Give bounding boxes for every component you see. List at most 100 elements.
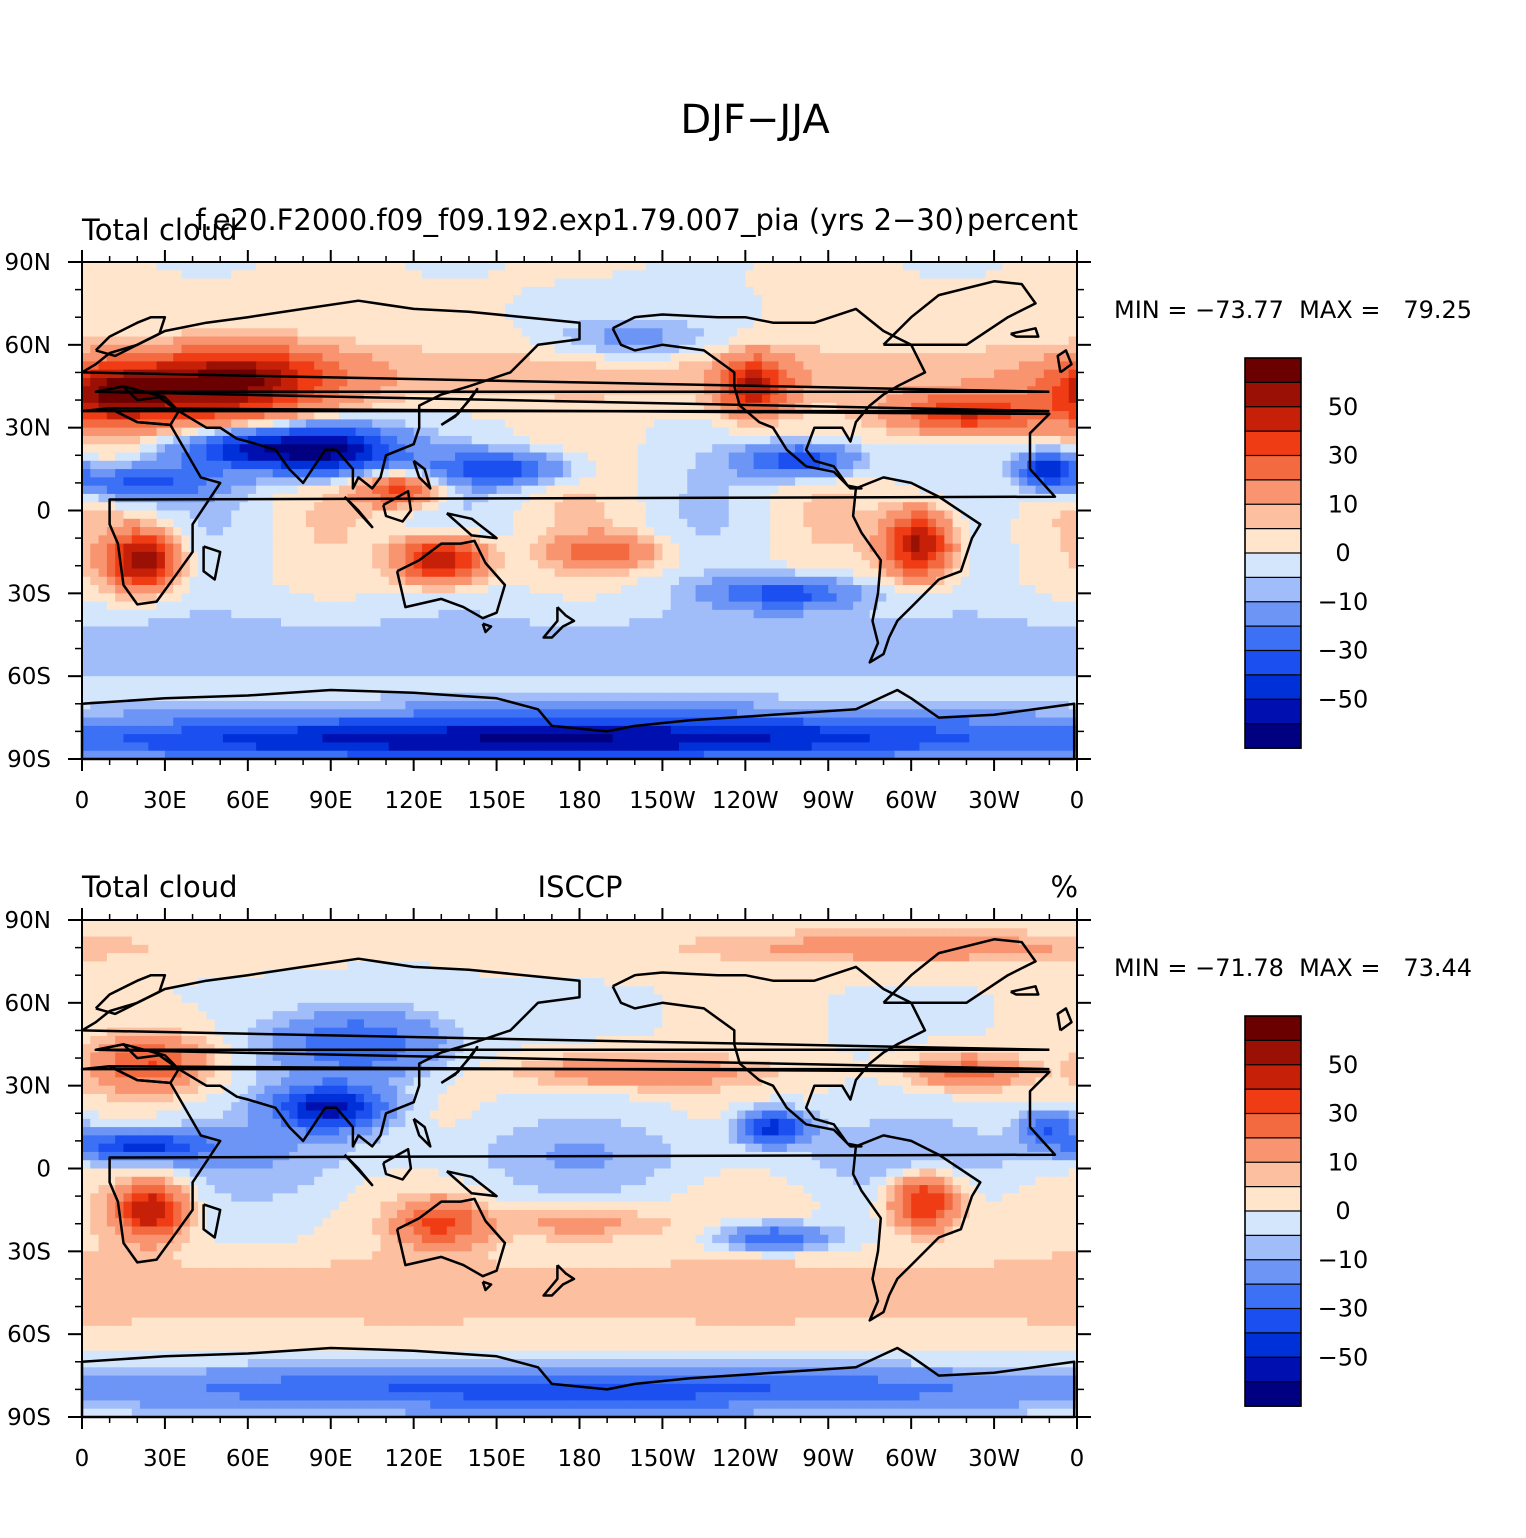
contour-cell (480, 485, 489, 495)
contour-cell (902, 295, 912, 305)
contour-cell (645, 601, 655, 611)
contour-cell (463, 311, 473, 321)
contour-cell (82, 411, 91, 420)
contour-cell (322, 535, 332, 545)
contour-cell (1043, 328, 1053, 338)
contour-cell (247, 568, 257, 578)
contour-cell (156, 262, 166, 271)
contour-cell (562, 518, 572, 528)
contour-cell (106, 411, 116, 420)
contour-cell (471, 568, 481, 578)
contour-cell (355, 377, 365, 387)
contour-cell (430, 336, 440, 346)
contour-cell (1060, 411, 1070, 420)
contour-cell (538, 460, 547, 470)
contour-cell (795, 361, 804, 371)
contour-cell (695, 485, 705, 495)
contour-cell (620, 502, 630, 512)
contour-cell (289, 435, 299, 445)
contour-cell (339, 543, 348, 553)
contour-cell (1052, 361, 1062, 371)
contour-cell (397, 353, 406, 362)
contour-cell (886, 543, 896, 553)
contour-cell (869, 303, 879, 313)
contour-cell (596, 303, 605, 313)
contour-cell (654, 328, 664, 338)
contour-cell (960, 568, 970, 578)
contour-cell (969, 328, 979, 338)
contour-cell (869, 560, 879, 570)
contour-cell (712, 402, 722, 412)
contour-cell (596, 585, 605, 594)
contour-cell (164, 328, 174, 338)
contour-cell (969, 551, 979, 561)
contour-cell (438, 568, 448, 578)
contour-cell (222, 535, 232, 545)
contour-cell (770, 286, 780, 296)
contour-cell (778, 452, 788, 462)
contour-cell (894, 262, 904, 271)
contour-cell (488, 286, 498, 296)
contour-cell (927, 576, 937, 586)
contour-cell (745, 477, 755, 487)
contour-cell (405, 435, 415, 445)
contour-cell (662, 303, 672, 313)
contour-cell (562, 286, 572, 296)
contour-cell (604, 469, 614, 478)
contour-cell (471, 543, 481, 553)
contour-cell (1018, 311, 1028, 321)
contour-cell (795, 576, 804, 586)
contour-cell (728, 411, 738, 420)
contour-cell (1060, 435, 1070, 445)
contour-cell (148, 460, 158, 470)
contour-cell (463, 543, 473, 553)
contour-cell (878, 452, 887, 462)
contour-cell (256, 593, 266, 603)
contour-cell (1018, 543, 1028, 553)
contour-cell (496, 469, 506, 478)
contour-cell (670, 419, 680, 429)
contour-cell (620, 435, 630, 445)
contour-cell (82, 543, 91, 553)
contour-cell (554, 469, 564, 478)
contour-cell (952, 278, 962, 288)
contour-cell (562, 270, 572, 280)
contour-cell (894, 560, 904, 570)
contour-cell (239, 593, 249, 603)
contour-cell (919, 411, 929, 420)
contour-cell (388, 477, 398, 487)
contour-cell (363, 576, 373, 586)
contour-cell (587, 510, 597, 520)
contour-cell (886, 560, 896, 570)
contour-cell (737, 328, 746, 338)
contour-cell (703, 535, 713, 545)
contour-cell (164, 319, 174, 329)
contour-cell (679, 328, 688, 338)
contour-cell (123, 551, 133, 561)
contour-cell (363, 328, 373, 338)
contour-cell (181, 593, 191, 603)
contour-cell (305, 460, 315, 470)
contour-cell (256, 262, 266, 271)
contour-cell (712, 353, 722, 362)
contour-cell (430, 527, 440, 536)
contour-cell (977, 353, 987, 362)
contour-cell (894, 593, 904, 603)
contour-cell (289, 402, 299, 412)
contour-cell (637, 435, 647, 445)
contour-cell (994, 427, 1003, 437)
contour-cell (1052, 576, 1062, 586)
contour-cell (579, 303, 589, 313)
contour-cell (156, 411, 166, 420)
contour-cell (123, 270, 133, 280)
contour-cell (397, 427, 406, 437)
contour-cell (579, 394, 589, 404)
contour-cell (355, 527, 365, 536)
contour-cell (737, 469, 746, 478)
contour-cell (372, 361, 382, 371)
contour-cell (123, 419, 133, 429)
contour-cell (612, 527, 622, 536)
contour-cell (761, 477, 771, 487)
contour-cell (761, 444, 771, 454)
contour-cell (397, 527, 406, 536)
